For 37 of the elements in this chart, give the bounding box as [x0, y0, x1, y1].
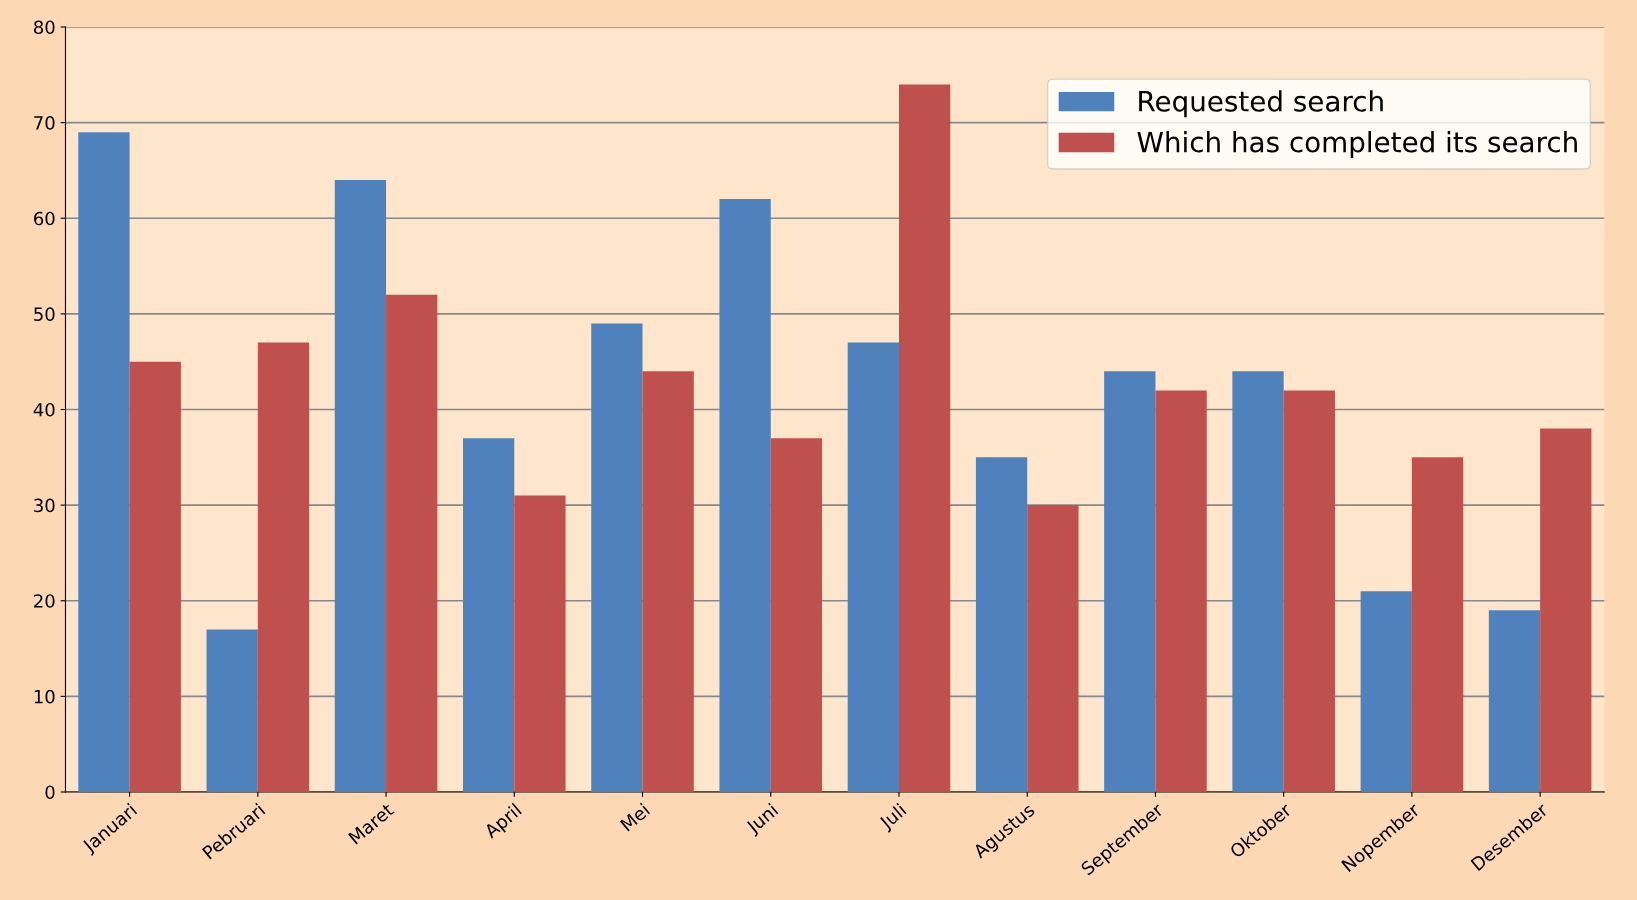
bar — [975, 457, 1028, 792]
y-tick-label: 80 — [34, 20, 55, 35]
bar — [257, 342, 310, 792]
bar — [1027, 505, 1079, 792]
bar — [1540, 428, 1592, 792]
bar — [591, 323, 643, 792]
bar — [386, 294, 438, 792]
bar — [206, 629, 258, 792]
bar — [514, 495, 566, 792]
x-tick-label: Juli — [877, 802, 909, 833]
y-tick-label: 70 — [34, 116, 55, 130]
bar — [642, 371, 694, 792]
x-tick-label: Mei — [619, 802, 651, 832]
bar — [719, 199, 771, 792]
bar — [847, 342, 899, 792]
y-tick-label: 60 — [34, 211, 55, 226]
bar — [1360, 591, 1412, 792]
bar — [1488, 610, 1541, 792]
bar — [770, 438, 823, 792]
y-tick-label: 30 — [34, 498, 55, 513]
y-tick-label: 40 — [33, 402, 55, 417]
bar — [898, 84, 951, 792]
y-tick-label: 0 — [45, 785, 55, 800]
bar — [334, 180, 387, 792]
legend-label: Requested search — [1139, 90, 1383, 118]
y-tick-label: 50 — [34, 307, 55, 321]
y-tick-label: 20 — [34, 594, 55, 608]
bar — [1232, 371, 1284, 792]
bar — [1155, 390, 1207, 792]
bar — [463, 438, 515, 792]
bar — [78, 132, 130, 792]
y-tick-label: 10 — [34, 689, 55, 704]
bar — [1283, 390, 1335, 792]
bar — [129, 361, 181, 792]
bar — [1411, 457, 1464, 792]
legend-label: Which has completed its search — [1137, 131, 1577, 158]
bar — [1104, 371, 1156, 792]
